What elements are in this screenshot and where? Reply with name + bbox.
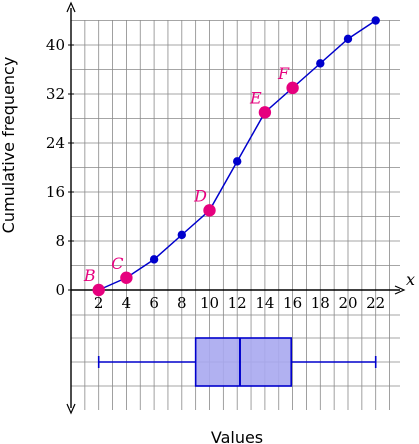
y-tick-label: 24	[46, 134, 65, 152]
x-axis-arrow	[394, 285, 406, 295]
x-tick-label: 4	[122, 294, 132, 312]
x-tick-label: 14	[255, 294, 274, 312]
data-point	[149, 255, 159, 264]
highlight-point-label: D	[193, 186, 207, 205]
y-axis-arrow-top	[66, 1, 76, 13]
y-tick-label: 0	[55, 281, 65, 299]
x-tick-label: 10	[200, 294, 219, 312]
highlight-point-label: E	[249, 88, 262, 107]
boxplot-box	[194, 337, 293, 387]
highlight-point	[92, 283, 105, 297]
y-tick-label: 32	[46, 85, 65, 103]
highlighted-points: BC D EF	[83, 64, 299, 297]
highlight-point	[120, 271, 133, 284]
x-tick-label: 20	[338, 294, 357, 312]
x-tick-label: 12	[228, 294, 247, 312]
data-point	[177, 230, 186, 240]
x-tick-label: 6	[149, 294, 159, 312]
y-tick-label: 40	[46, 36, 65, 54]
y-axis-arrow-bottom	[66, 403, 76, 415]
axes	[66, 1, 406, 415]
y-tick-label: 16	[46, 183, 65, 201]
x-tick-label: 16	[283, 294, 302, 312]
x-axis-label: Values	[211, 428, 263, 444]
data-point	[371, 16, 380, 25]
highlight-point	[258, 106, 272, 119]
highlight-point	[286, 81, 299, 95]
x-tick-label: 22	[366, 294, 385, 312]
data-point	[343, 34, 353, 44]
x-tick-label: 8	[177, 294, 187, 312]
x-tick-label: 2	[94, 294, 104, 312]
x-axis-variable: x	[406, 270, 415, 289]
highlight-point-label: B	[83, 266, 96, 285]
y-axis-label: Cumulative frequency	[0, 57, 18, 234]
highlight-point-label: C	[111, 254, 123, 273]
y-tick-label: 8	[55, 232, 65, 250]
data-point	[316, 59, 325, 68]
data-point	[233, 157, 242, 166]
highlight-point	[203, 204, 216, 217]
x-tick-label: 18	[311, 294, 330, 312]
highlight-point-label: F	[277, 64, 290, 83]
boxplot	[97, 337, 377, 387]
